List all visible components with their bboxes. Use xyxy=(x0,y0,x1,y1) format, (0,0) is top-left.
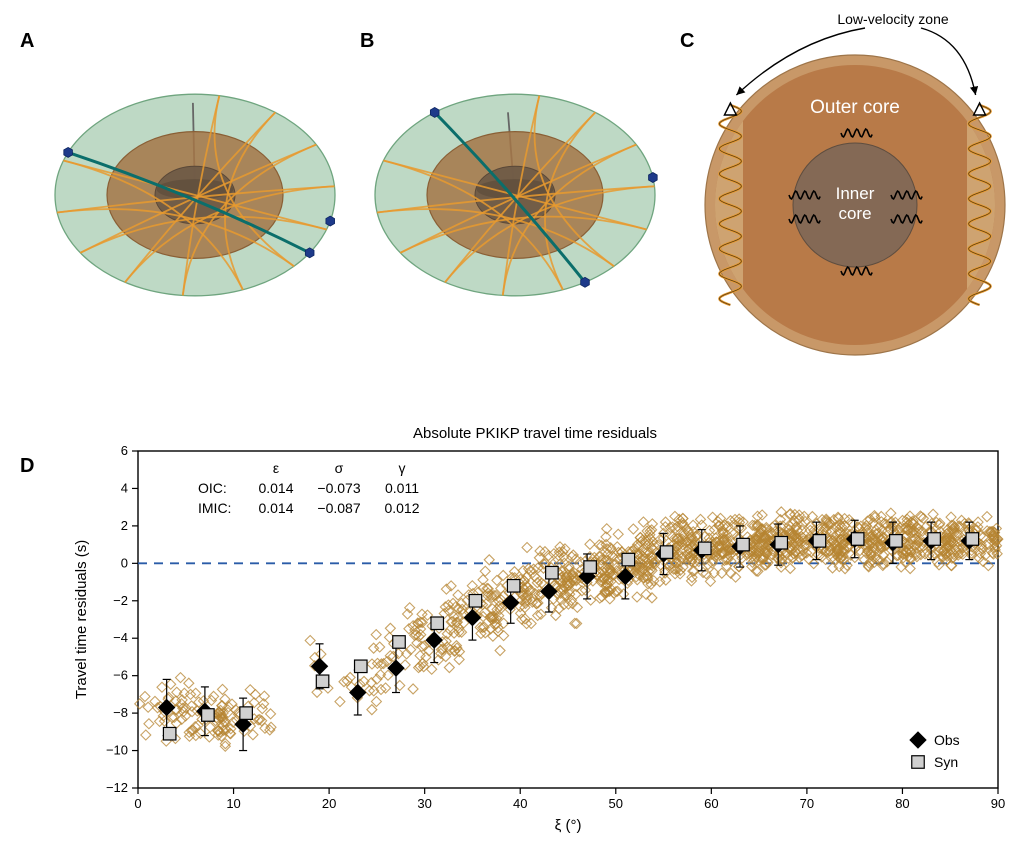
svg-text:70: 70 xyxy=(800,796,814,811)
svg-text:4: 4 xyxy=(121,480,128,495)
svg-text:0.014: 0.014 xyxy=(258,480,293,496)
svg-text:90: 90 xyxy=(991,796,1005,811)
chart-d-title: Absolute PKIKP travel time residuals xyxy=(60,425,1010,442)
svg-text:0: 0 xyxy=(121,555,128,570)
svg-text:−4: −4 xyxy=(113,630,128,645)
svg-text:60: 60 xyxy=(704,796,718,811)
svg-text:Obs: Obs xyxy=(934,732,960,748)
svg-text:−8: −8 xyxy=(113,705,128,720)
svg-text:0.014: 0.014 xyxy=(258,500,293,516)
figure-page: A B C D Outer coreInnercoreLow-velocity … xyxy=(0,0,1024,844)
svg-text:σ: σ xyxy=(335,460,344,476)
svg-text:γ: γ xyxy=(399,460,406,476)
svg-text:Travel time residuals (s): Travel time residuals (s) xyxy=(73,540,90,699)
panel-b-diagram xyxy=(355,25,675,345)
svg-text:2: 2 xyxy=(121,518,128,533)
svg-text:−10: −10 xyxy=(106,743,128,758)
svg-text:−0.087: −0.087 xyxy=(317,500,360,516)
svg-text:50: 50 xyxy=(609,796,623,811)
svg-text:10: 10 xyxy=(226,796,240,811)
svg-text:−12: −12 xyxy=(106,780,128,795)
svg-text:Inner: Inner xyxy=(836,184,875,203)
panel-label-a: A xyxy=(20,30,34,53)
svg-text:IMIC:: IMIC: xyxy=(198,500,231,516)
svg-text:0.011: 0.011 xyxy=(385,480,419,496)
svg-text:0.012: 0.012 xyxy=(384,500,419,516)
svg-text:20: 20 xyxy=(322,796,336,811)
svg-text:ξ (°): ξ (°) xyxy=(555,817,582,834)
svg-text:core: core xyxy=(838,204,871,223)
svg-text:Syn: Syn xyxy=(934,754,958,770)
svg-text:−6: −6 xyxy=(113,668,128,683)
panel-c-diagram: Outer core Innercore Low-velocity zone xyxy=(690,10,1020,360)
svg-text:−0.073: −0.073 xyxy=(317,480,360,496)
svg-text:Outer core: Outer core xyxy=(810,97,900,118)
panel-a-diagram xyxy=(35,25,355,345)
svg-text:−2: −2 xyxy=(113,593,128,608)
panel-label-d: D xyxy=(20,455,34,478)
svg-text:ε: ε xyxy=(273,460,279,476)
svg-text:6: 6 xyxy=(121,443,128,458)
svg-text:OIC:: OIC: xyxy=(198,480,227,496)
svg-text:30: 30 xyxy=(417,796,431,811)
chart-d: Absolute PKIKP travel time residuals 0 10… xyxy=(60,425,1010,835)
chart-d-svg: 0 10 20 30 40 50 60 70 80 90 −12 −10 −8 −6 −4 −2 0 2 4 6 ξ (… xyxy=(60,443,1010,838)
svg-text:Low-velocity zone: Low-velocity zone xyxy=(837,11,948,27)
svg-text:80: 80 xyxy=(895,796,909,811)
svg-text:0: 0 xyxy=(134,796,141,811)
svg-text:40: 40 xyxy=(513,796,527,811)
